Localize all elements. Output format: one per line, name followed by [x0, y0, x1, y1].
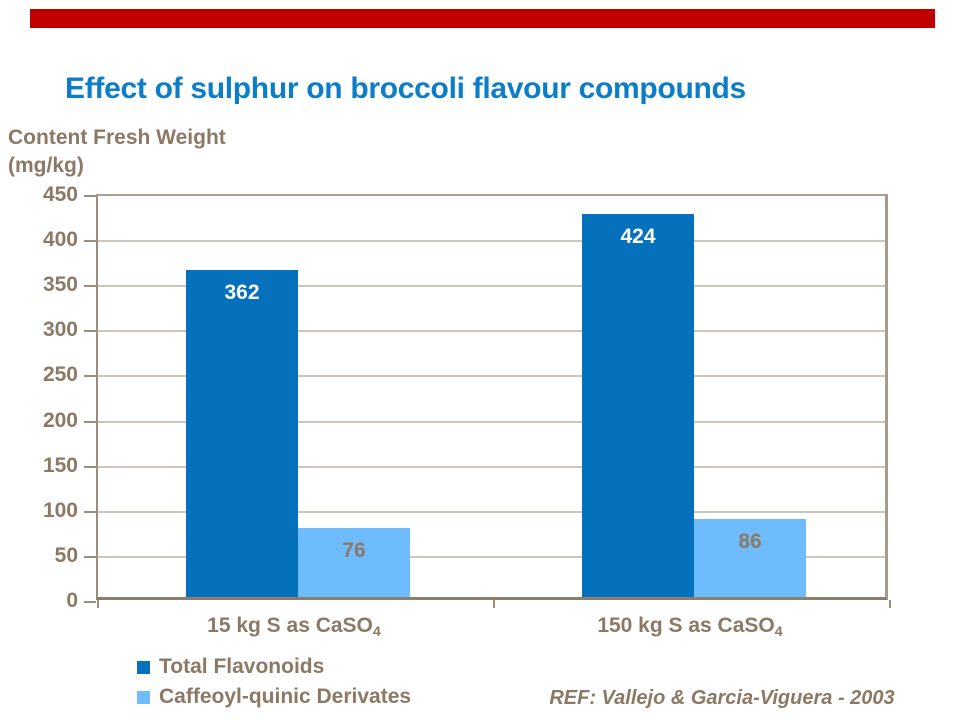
x-tick-mark-2 — [889, 600, 891, 608]
bar-caffeoyl-quinic-derivates-cat2: 86 — [694, 519, 806, 597]
y-tick-mark-150 — [84, 465, 96, 468]
x-category-label-2: 150 kg S as CaSO4 — [492, 614, 888, 640]
y-tick-mark-450 — [84, 195, 96, 197]
top-accent-bar — [30, 9, 935, 28]
legend-swatch-icon — [137, 660, 150, 674]
y-tick-label-200: 200 — [42, 408, 78, 432]
gridline-250 — [98, 375, 885, 378]
bar-value-label: 86 — [738, 530, 762, 554]
y-tick-label-250: 250 — [42, 363, 78, 387]
y-tick-label-450: 450 — [42, 183, 78, 206]
gridline-100 — [98, 510, 885, 513]
gridline-150 — [98, 465, 885, 468]
y-axis-title-line1: Content Fresh Weight — [8, 126, 226, 149]
y-tick-mark-50 — [84, 555, 96, 558]
y-tick-label-300: 300 — [42, 318, 78, 342]
y-axis-title-line2: (mg/kg) — [8, 154, 84, 177]
chart-title: Effect of sulphur on broccoli flavour co… — [65, 72, 746, 105]
bar-total-flavonoids-cat2: 424 — [582, 214, 694, 597]
y-tick-label-350: 350 — [42, 273, 78, 297]
x-tick-mark-0 — [97, 600, 99, 608]
legend-item-caffeoyl-quinic-derivates: Caffeoyl-quinic Derivates — [137, 682, 411, 712]
y-tick-mark-350 — [84, 285, 96, 288]
legend: Total Flavonoids Caffeoyl-quinic Derivate… — [137, 652, 411, 712]
bar-total-flavonoids-cat1: 362 — [186, 270, 298, 597]
y-tick-mark-400 — [84, 240, 96, 243]
y-tick-label-150: 150 — [42, 453, 78, 477]
y-tick-mark-250 — [84, 375, 96, 378]
gridline-200 — [98, 420, 885, 423]
y-tick-mark-300 — [84, 330, 96, 333]
legend-item-total-flavonoids: Total Flavonoids — [137, 652, 411, 682]
gridline-350 — [98, 285, 885, 288]
legend-label: Total Flavonoids — [159, 655, 325, 678]
legend-label: Caffeoyl-quinic Derivates — [159, 685, 412, 708]
x-category-label-subscript: 4 — [774, 623, 783, 640]
x-category-label-text: 15 kg S as CaSO — [207, 614, 373, 637]
y-tick-label-400: 400 — [42, 228, 78, 252]
x-category-label-1: 15 kg S as CaSO4 — [96, 614, 492, 640]
legend-swatch-icon — [137, 690, 150, 704]
y-tick-label-50: 50 — [54, 543, 78, 567]
bar-caffeoyl-quinic-derivates-cat1: 76 — [298, 528, 410, 597]
y-tick-label-100: 100 — [42, 498, 78, 522]
plot-area: 0 50 100 150 200 250 300 350 400 450 362 76 424 86 — [43, 184, 891, 612]
bar-value-label: 424 — [620, 225, 656, 249]
reference-citation: REF: Vallejo & Garcia-Viguera - 2003 — [549, 687, 895, 709]
gridline-400 — [98, 240, 885, 243]
y-tick-mark-0 — [84, 601, 96, 603]
y-tick-label-0: 0 — [66, 589, 78, 612]
y-tick-mark-200 — [84, 420, 96, 423]
y-axis-title: Content Fresh Weight (mg/kg) — [8, 124, 226, 180]
y-tick-mark-100 — [84, 510, 96, 513]
gridline-50 — [98, 555, 885, 558]
bar-value-label: 76 — [342, 539, 366, 563]
gridline-300 — [98, 330, 885, 333]
x-category-label-text: 150 kg S as CaSO — [597, 614, 775, 637]
x-tick-mark-1 — [493, 600, 495, 608]
x-category-label-subscript: 4 — [372, 623, 381, 640]
bar-value-label: 362 — [224, 281, 260, 305]
